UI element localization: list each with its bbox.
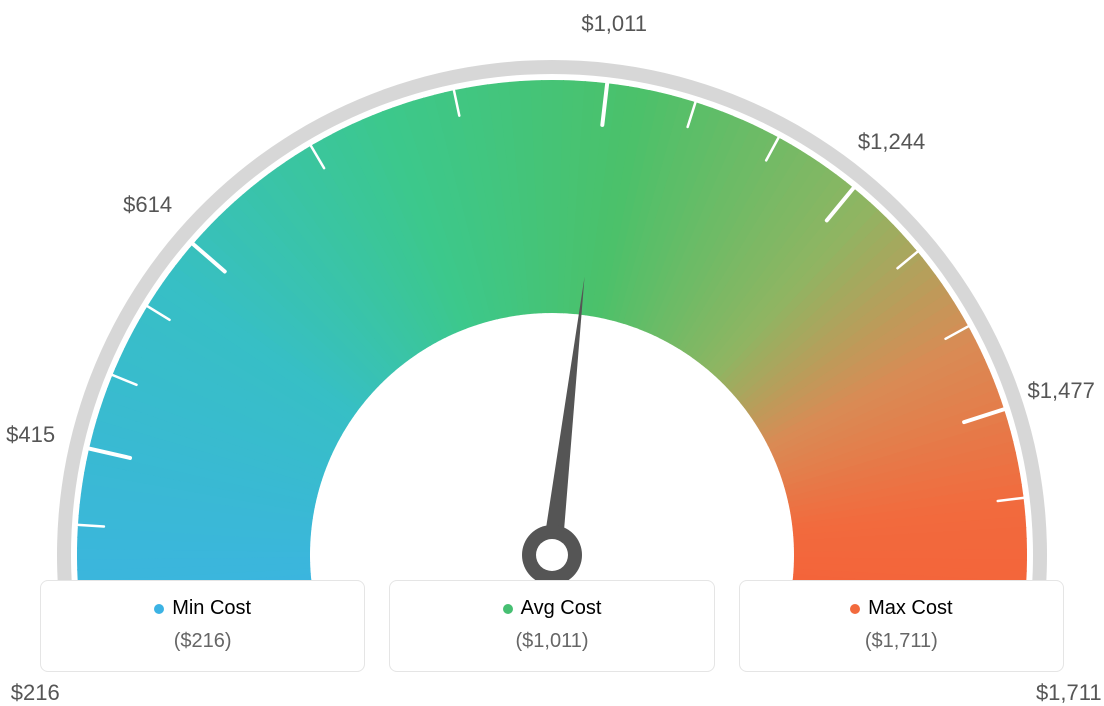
legend-dot-max xyxy=(850,604,860,614)
legend-card-min: Min Cost ($216) xyxy=(40,580,365,672)
legend-title-avg: Avg Cost xyxy=(503,597,602,620)
gauge-area: $216$415$614$1,011$1,244$1,477$1,711 xyxy=(0,0,1104,590)
gauge-tick-label: $1,477 xyxy=(1028,378,1095,404)
gauge-tick-label: $614 xyxy=(123,192,172,218)
legend-value-max: ($1,711) xyxy=(750,630,1053,653)
legend-dot-avg xyxy=(503,604,513,614)
gauge-tick-label: $1,711 xyxy=(1036,680,1102,706)
gauge-tick-label: $1,011 xyxy=(581,11,647,37)
legend-title-max: Max Cost xyxy=(850,597,952,620)
legend-value-min: ($216) xyxy=(51,630,354,653)
legend-label-avg: Avg Cost xyxy=(521,597,602,620)
legend-label-min: Min Cost xyxy=(172,597,251,620)
legend-card-max: Max Cost ($1,711) xyxy=(739,580,1064,672)
legend-dot-min xyxy=(154,604,164,614)
gauge-tick-label: $1,244 xyxy=(858,129,925,155)
legend-label-max: Max Cost xyxy=(868,597,952,620)
gauge-tick-label: $415 xyxy=(6,422,55,448)
legend-value-avg: ($1,011) xyxy=(400,630,703,653)
legend-card-avg: Avg Cost ($1,011) xyxy=(389,580,714,672)
gauge-tick-label: $216 xyxy=(11,680,60,706)
legend-row: Min Cost ($216) Avg Cost ($1,011) Max Co… xyxy=(40,580,1064,672)
cost-gauge-chart: $216$415$614$1,011$1,244$1,477$1,711 Min… xyxy=(0,0,1104,690)
gauge-svg xyxy=(0,0,1104,590)
legend-title-min: Min Cost xyxy=(154,597,251,620)
